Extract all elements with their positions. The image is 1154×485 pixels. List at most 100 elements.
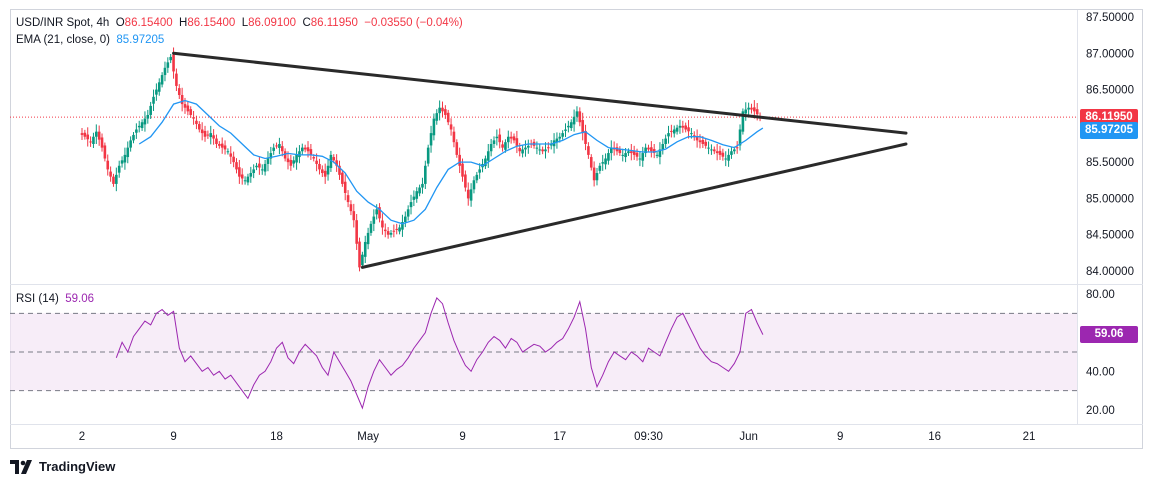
candle-body	[146, 114, 150, 119]
candle-body	[538, 149, 542, 151]
ema-label: EMA (21, close, 0)	[16, 34, 110, 46]
candle-body	[215, 138, 218, 144]
candle-body	[469, 189, 473, 201]
tradingview-logo-icon	[10, 459, 32, 474]
candle-body	[661, 144, 665, 150]
candle-body	[506, 136, 510, 143]
candle-body	[346, 195, 350, 203]
candle-body	[478, 169, 481, 173]
candle-body	[249, 173, 253, 177]
candle-body	[444, 109, 447, 115]
candle-body	[361, 254, 364, 266]
candle-body	[721, 152, 725, 157]
rsi-badge: 59.06	[1080, 326, 1138, 344]
candle-body	[635, 152, 639, 157]
candle-body	[741, 111, 745, 132]
candle-body	[235, 162, 238, 170]
candle-body	[621, 154, 625, 156]
candle-body	[292, 160, 296, 164]
candle-body	[535, 147, 539, 149]
candle-body	[547, 147, 550, 149]
candle-body	[441, 107, 444, 112]
candle-body	[209, 133, 213, 138]
candle-body	[329, 154, 333, 168]
candle-body	[735, 147, 739, 149]
candle-body	[724, 158, 728, 160]
candle-body	[446, 112, 450, 123]
candle-body	[335, 160, 338, 166]
candle-body	[255, 165, 258, 168]
candle-body	[755, 109, 759, 115]
candle-body	[738, 129, 742, 146]
candle-body	[195, 120, 198, 125]
candle-body	[592, 167, 596, 181]
candle-body	[527, 145, 530, 148]
candle-body	[232, 156, 235, 163]
close-label: C	[302, 17, 311, 29]
price-tick-label: 85.00000	[1086, 193, 1134, 205]
candle-body	[352, 211, 356, 221]
candle-body	[338, 165, 341, 175]
candle-body	[266, 158, 270, 164]
candle-body	[206, 134, 210, 136]
candle-body	[630, 151, 633, 154]
candle-body	[140, 122, 144, 129]
candle-body	[389, 232, 393, 235]
candle-body	[452, 131, 456, 143]
candle-body	[92, 136, 95, 144]
candle-body	[115, 174, 118, 184]
candle-body	[598, 165, 602, 171]
candle-body	[707, 147, 710, 149]
candle-body	[309, 149, 313, 155]
candle-body	[303, 147, 307, 150]
rsi-tick-label: 40.00	[1086, 366, 1115, 378]
candle-body	[117, 165, 121, 173]
candle-body	[177, 88, 181, 96]
candle-body	[95, 131, 98, 137]
candle-body	[375, 209, 378, 215]
candle-body	[710, 149, 713, 151]
candle-body	[581, 120, 584, 134]
tradingview-footer[interactable]: TradingView	[10, 459, 115, 474]
time-tick-label: 2	[79, 431, 85, 443]
candle-body	[412, 196, 416, 200]
candle-body	[312, 157, 316, 159]
candle-body	[326, 165, 330, 175]
candle-body	[692, 135, 696, 137]
candle-body	[238, 167, 241, 177]
candle-body	[152, 96, 155, 104]
candle-body	[263, 163, 267, 172]
candle-body	[512, 136, 516, 141]
rsi-tick-label: 20.00	[1086, 405, 1115, 417]
candle-body	[163, 67, 167, 76]
candle-body	[349, 204, 353, 212]
candle-body	[406, 209, 410, 217]
candle-body	[300, 147, 304, 152]
candle-body	[155, 89, 158, 95]
candle-body	[398, 227, 401, 232]
candle-body	[418, 187, 421, 194]
candle-body	[341, 172, 344, 184]
price-tick-label: 86.50000	[1086, 85, 1134, 97]
candle-body	[278, 144, 281, 148]
candle-body	[240, 174, 244, 179]
candle-body	[458, 154, 461, 166]
candle-body	[323, 170, 327, 177]
candle-body	[601, 162, 605, 164]
candle-body	[558, 136, 562, 139]
candle-body	[123, 154, 127, 163]
candle-body	[366, 232, 370, 245]
candle-body	[183, 104, 187, 108]
time-tick-label: 21	[1023, 431, 1036, 443]
candle-body	[132, 134, 135, 141]
candle-body	[372, 216, 376, 224]
candle-body	[684, 125, 687, 130]
candle-body	[363, 241, 367, 257]
candle-body	[435, 113, 439, 121]
low-label: L	[241, 17, 249, 29]
candle-body	[403, 216, 407, 223]
candle-body	[641, 153, 645, 161]
change-value: −0.03550 (−0.04%)	[364, 17, 463, 29]
time-tick-label: 18	[270, 431, 283, 443]
